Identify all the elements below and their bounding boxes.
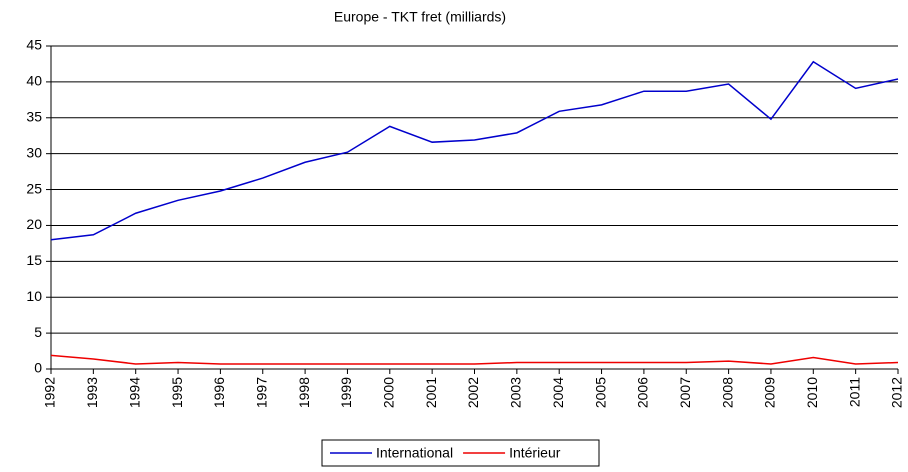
x-tick-label: 2002 bbox=[465, 377, 481, 408]
chart-title: Europe - TKT fret (milliards) bbox=[334, 9, 506, 25]
x-tick-label: 2005 bbox=[592, 377, 608, 408]
y-tick-label: 0 bbox=[34, 360, 42, 376]
x-tick-label: 1992 bbox=[42, 377, 58, 408]
y-tick-label: 10 bbox=[26, 288, 42, 304]
x-tick-label: 2006 bbox=[635, 377, 651, 408]
x-tick-label: 2001 bbox=[423, 377, 439, 408]
x-tick-label: 1994 bbox=[126, 377, 142, 408]
x-tick-label: 2004 bbox=[550, 377, 566, 408]
legend-label: International bbox=[376, 445, 453, 461]
x-tick-label: 2008 bbox=[719, 377, 735, 408]
x-tick-label: 2011 bbox=[846, 377, 862, 407]
y-tick-label: 20 bbox=[26, 216, 42, 232]
y-tick-label: 15 bbox=[26, 252, 42, 268]
x-tick-label: 1999 bbox=[338, 377, 354, 408]
x-tick-label: 2003 bbox=[508, 377, 524, 408]
legend-label: Intérieur bbox=[509, 445, 561, 461]
x-tick-label: 2009 bbox=[762, 377, 778, 408]
x-tick-label: 1997 bbox=[253, 377, 269, 408]
y-tick-label: 30 bbox=[26, 144, 42, 160]
x-tick-label: 1993 bbox=[84, 377, 100, 408]
series-line bbox=[50, 354, 899, 365]
y-tick-label: 5 bbox=[34, 324, 42, 340]
x-tick-label: 2012 bbox=[889, 377, 905, 408]
x-tick-label: 1995 bbox=[169, 377, 185, 408]
x-tick-label: 2000 bbox=[381, 377, 397, 408]
x-tick-label: 2010 bbox=[804, 377, 820, 408]
series-line bbox=[50, 60, 899, 241]
legend: International Intérieur bbox=[321, 439, 600, 467]
y-tick-label: 45 bbox=[26, 37, 42, 53]
y-tick-label: 40 bbox=[26, 73, 42, 89]
x-tick-label: 2007 bbox=[677, 377, 693, 408]
x-tick-label: 1996 bbox=[211, 377, 227, 408]
y-tick-label: 35 bbox=[26, 108, 42, 124]
y-tick-label: 25 bbox=[26, 180, 42, 196]
x-tick-label: 1998 bbox=[296, 377, 312, 408]
